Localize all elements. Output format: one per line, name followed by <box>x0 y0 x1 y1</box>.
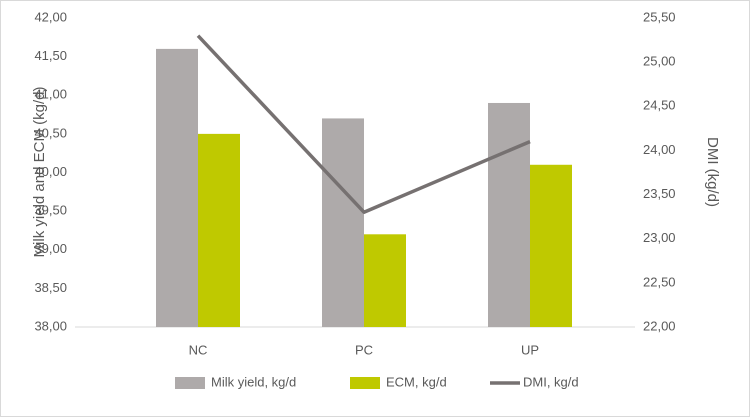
bar <box>322 118 364 327</box>
bar <box>530 164 572 327</box>
bar <box>156 48 198 328</box>
y2-tick-label: 25,50 <box>643 9 676 24</box>
x-tick-label: UP <box>521 342 539 357</box>
y-tick-label: 38,50 <box>34 280 67 295</box>
y2-tick-label: 25,00 <box>643 54 676 69</box>
legend-swatch <box>175 377 205 389</box>
legend-swatch <box>350 377 380 389</box>
y-tick-label: 42,00 <box>34 9 67 24</box>
x-tick-label: PC <box>355 342 373 357</box>
legend-label: DMI, kg/d <box>523 374 579 389</box>
y2-tick-label: 23,50 <box>643 186 676 201</box>
line <box>196 34 531 214</box>
bar <box>198 133 240 327</box>
y-tick-label: 40,00 <box>34 164 67 179</box>
y-tick-label: 39,50 <box>34 203 67 218</box>
y-tick-label: 39,00 <box>34 241 67 256</box>
y-axis-title: Milk yield and ECM (kg/d) <box>31 87 48 258</box>
y-tick-label: 41,00 <box>34 87 67 102</box>
y-tick-label: 41,50 <box>34 48 67 63</box>
y2-tick-label: 24,00 <box>643 142 676 157</box>
y2-tick-label: 22,00 <box>643 318 676 333</box>
legend-label: ECM, kg/d <box>386 374 447 389</box>
y-tick-label: 38,00 <box>34 318 67 333</box>
y2-tick-label: 22,50 <box>643 274 676 289</box>
y2-axis-title: DMI (kg/d) <box>704 137 721 207</box>
y2-tick-label: 23,00 <box>643 230 676 245</box>
bar <box>364 234 406 327</box>
y2-tick-label: 24,50 <box>643 98 676 113</box>
bar <box>488 102 530 327</box>
y-tick-label: 40,50 <box>34 125 67 140</box>
legend-label: Milk yield, kg/d <box>211 374 296 389</box>
x-tick-label: NC <box>189 342 208 357</box>
